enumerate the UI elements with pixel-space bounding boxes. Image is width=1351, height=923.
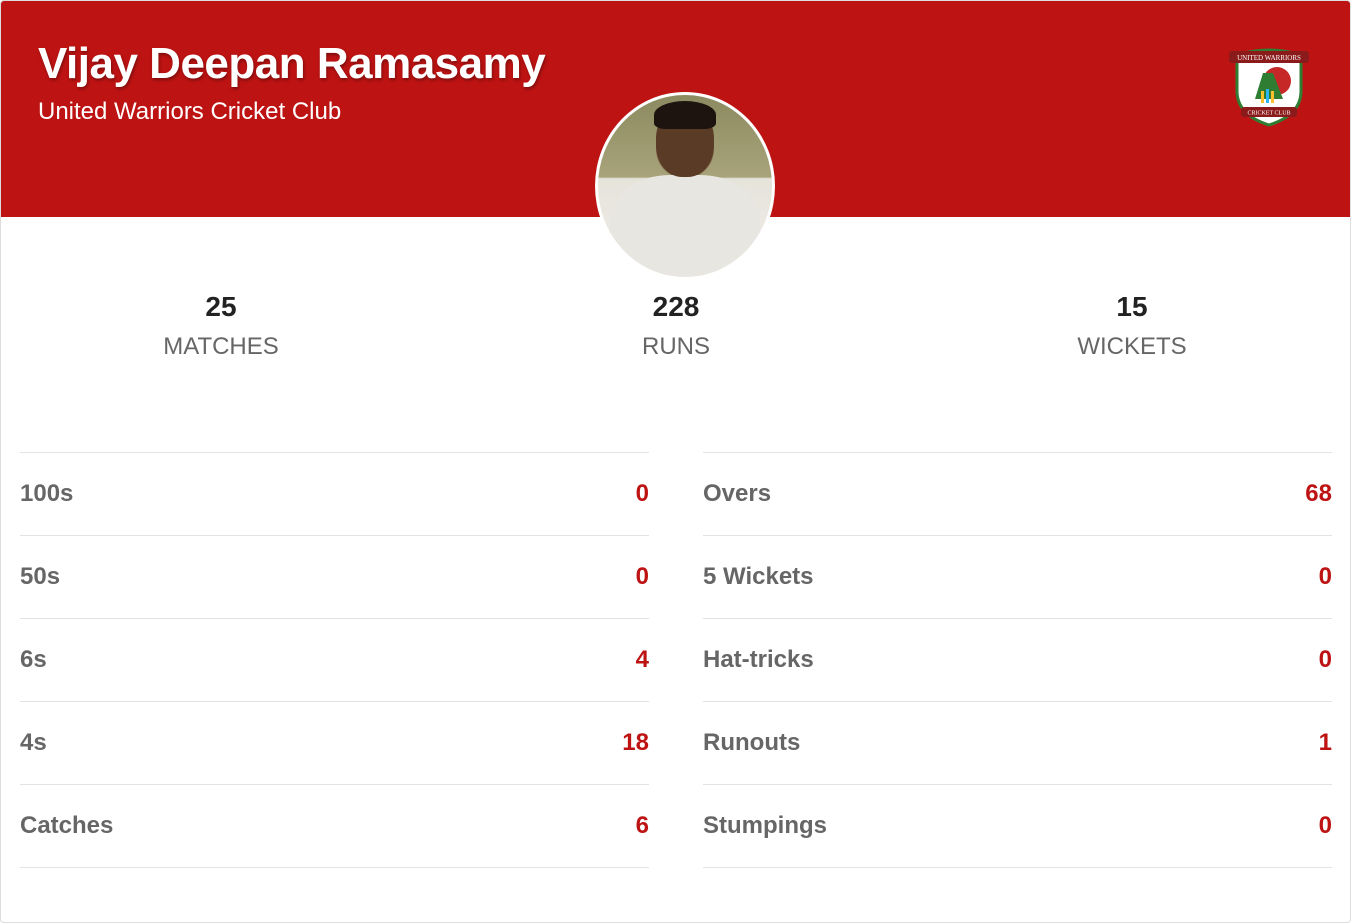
stat-value: 18 bbox=[622, 729, 649, 756]
stat-value: 0 bbox=[1318, 646, 1332, 673]
list-item: 5 Wickets 0 bbox=[703, 536, 1332, 619]
stat-label: Hat-tricks bbox=[703, 646, 814, 673]
batting-stats-list: 100s 0 50s 0 6s 4 4s 18 Catches 6 bbox=[20, 452, 649, 868]
stat-value: 228 bbox=[652, 291, 700, 322]
stat-label: 4s bbox=[20, 729, 47, 756]
stat-label: WICKETS bbox=[1077, 333, 1187, 360]
stat-value: 0 bbox=[1318, 812, 1332, 839]
list-item: 6s 4 bbox=[20, 619, 649, 702]
stat-wickets: 15 WICKETS bbox=[982, 291, 1282, 361]
club-logo: UNITED WARRIORS CRICKET CLUB bbox=[1229, 48, 1309, 127]
stat-value: 68 bbox=[1305, 480, 1332, 507]
list-item: Catches 6 bbox=[20, 785, 649, 868]
list-item: 4s 18 bbox=[20, 702, 649, 785]
stat-value: 15 bbox=[1116, 291, 1148, 322]
bowling-stats-list: Overs 68 5 Wickets 0 Hat-tricks 0 Runouts 1 … bbox=[703, 452, 1332, 868]
stat-label: Runouts bbox=[703, 729, 801, 756]
stat-value: 1 bbox=[1318, 729, 1332, 756]
list-item: 100s 0 bbox=[20, 453, 649, 536]
list-item: Hat-tricks 0 bbox=[703, 619, 1332, 702]
stat-label: 100s bbox=[20, 480, 74, 507]
svg-text:CRICKET CLUB: CRICKET CLUB bbox=[1247, 111, 1290, 117]
player-avatar bbox=[595, 92, 775, 280]
stat-value: 0 bbox=[635, 563, 649, 590]
stat-value: 6 bbox=[635, 812, 649, 839]
stat-label: RUNS bbox=[641, 333, 710, 360]
stat-value: 4 bbox=[635, 646, 649, 673]
list-item: Overs 68 bbox=[703, 453, 1332, 536]
list-item: 50s 0 bbox=[20, 536, 649, 619]
stat-label: 5 Wickets bbox=[703, 563, 814, 590]
stat-label: 6s bbox=[20, 646, 47, 673]
stat-label: MATCHES bbox=[163, 333, 279, 360]
list-item: Runouts 1 bbox=[703, 702, 1332, 785]
stat-value: 25 bbox=[205, 291, 237, 322]
svg-text:UNITED WARRIORS: UNITED WARRIORS bbox=[1237, 54, 1301, 62]
stat-value: 0 bbox=[635, 480, 649, 507]
stat-label: Catches bbox=[20, 812, 114, 839]
club-name: United Warriors Cricket Club bbox=[38, 98, 342, 125]
stat-runs: 228 RUNS bbox=[526, 291, 826, 361]
stat-value: 0 bbox=[1318, 563, 1332, 590]
stat-label: 50s bbox=[20, 563, 61, 590]
stat-label: Overs bbox=[703, 480, 772, 507]
stat-label: Stumpings bbox=[703, 812, 827, 839]
player-name: Vijay Deepan Ramasamy bbox=[38, 39, 546, 88]
list-item: Stumpings 0 bbox=[703, 785, 1332, 868]
stat-matches: 25 MATCHES bbox=[71, 291, 371, 361]
